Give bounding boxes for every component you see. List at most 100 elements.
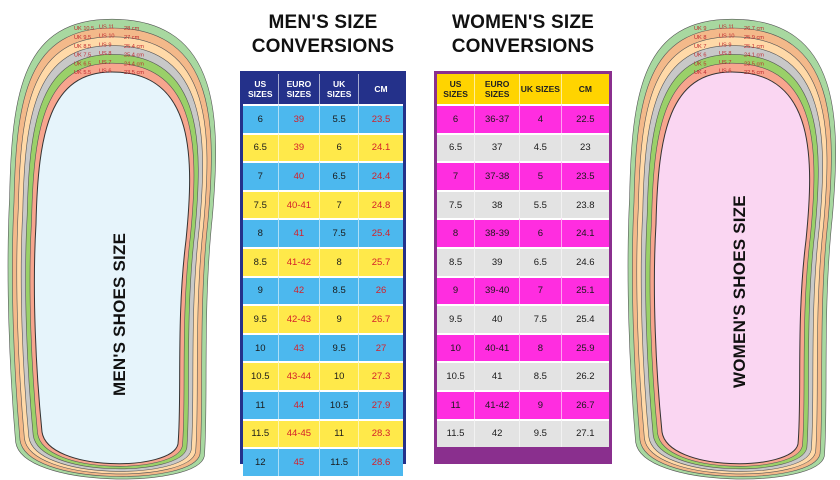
men-table-row: 11 44 10.5 27.9 [243,389,403,419]
women-table-row: 9.5 40 7.5 25.4 [437,304,609,333]
women-table-row: 8 38-39 6 24.1 [437,218,609,247]
outline-size-label: 25.9 cm [744,35,764,41]
women-table-cell: 36-37 [475,104,521,133]
women-table-cell: 8 [520,332,562,362]
men-table-cell: 41-42 [278,246,321,276]
outline-size-label: 22.5 cm [744,70,764,76]
women-table-row: 10 40-41 8 25.9 [437,332,609,362]
women-table-row: 10.5 41 8.5 26.2 [437,361,609,390]
men-table-row: 8 41 7.5 25.4 [243,218,403,247]
men-table-cell: 7 [320,189,359,219]
outline-size-label: UK 6.5 [74,61,91,67]
men-table-row: 10 43 9.5 27 [243,332,403,362]
women-table-cell: 10 [437,332,476,362]
women-table-cell: 27.1 [561,418,609,448]
women-table-cell: 38-39 [475,218,521,247]
outline-size-label: 28 cm [124,26,140,32]
outline-size-label: US 10 [99,34,115,40]
women-table-cell: 4.5 [520,132,562,162]
outline-size-label: UK 7 [694,44,706,50]
women-table-cell: 26.2 [561,361,609,390]
men-table-cell: 43-44 [278,361,321,390]
men-table-cell: 10 [243,332,279,362]
women-table-cell: 10.5 [437,361,476,390]
men-table-cell: 26 [359,275,403,305]
men-table-cell: 9.5 [320,332,359,362]
men-table-cell: 11 [320,418,359,448]
women-table-cell: 6 [520,218,562,247]
men-table-cell: 25.4 [359,218,403,247]
women-table-cell: 23.8 [561,189,609,219]
men-table-cell: 28.3 [359,418,403,448]
women-heading: WOMEN'S SIZE CONVERSIONS [424,11,622,59]
men-table-cell: 6.5 [320,161,359,190]
women-table-cell: 6 [437,104,476,133]
men-table-row: 6 39 5.5 23.5 [243,104,403,133]
men-table-cell: 11 [243,389,279,419]
women-table-cell: 25.9 [561,332,609,362]
men-table-cell: 12 [243,447,279,476]
men-table-cell: 39 [278,104,321,133]
outline-size-label: 25.4 cm [124,53,144,59]
outline-size-label: UK 5 [694,61,706,67]
outline-size-label: US 11 [99,25,114,31]
men-table-row: 7.5 40-41 7 24.8 [243,189,403,219]
men-table-cell: 26.7 [359,304,403,333]
outline-size-label: US 8 [99,51,111,57]
men-table-cell: 7.5 [320,218,359,247]
men-table-cell: 11.5 [243,418,279,448]
women-col-uk: UK SIZES [520,74,562,104]
outline-size-label: UK 7.5 [74,53,91,59]
men-table-cell: 9 [243,275,279,305]
men-table-row: 9 42 8.5 26 [243,275,403,305]
outline-size-label: UK 5.5 [74,70,91,76]
women-table-header-row: US SIZES EURO SIZES UK SIZES CM [437,74,609,104]
men-table-row: 9.5 42-43 9 26.7 [243,304,403,333]
men-table-cell: 7.5 [243,189,279,219]
men-col-uk: UK SIZES [320,74,359,104]
women-table-cell: 5.5 [520,189,562,219]
women-table-cell: 9 [437,275,476,305]
outline-size-label: 24.1 cm [744,53,764,59]
insole-inner [653,71,811,465]
outline-size-label: UK 8 [694,35,706,41]
women-table-cell: 39 [475,246,521,276]
women-table-cell: 42 [475,418,521,448]
women-table-cell: 8.5 [520,361,562,390]
women-table-cell: 9.5 [520,418,562,448]
men-table-cell: 27 [359,332,403,362]
men-col-cm: CM [359,74,403,104]
women-col-euro: EURO SIZES [475,74,521,104]
women-table-cell: 25.1 [561,275,609,305]
men-table-cell: 6 [243,104,279,133]
men-insole-graphic: UK 10.5 US 11 28 cm UK 9.5 US 10 27 cm UK 8.5 U… [7,18,216,480]
women-table-row: 8.5 39 6.5 24.6 [437,246,609,276]
women-insole-graphic: UK 9 US 11 26.7 cm UK 8 US 10 25.9 cm UK 7 US 9… [627,18,836,480]
men-table-cell: 7 [243,161,279,190]
women-table-cell: 23 [561,132,609,162]
men-heading-line2: CONVERSIONS [251,36,395,57]
outline-size-label: UK 6 [694,53,706,59]
men-table-cell: 24.4 [359,161,403,190]
men-table-cell: 6 [320,132,359,162]
men-table-cell: 42-43 [278,304,321,333]
men-table-row: 8.5 41-42 8 25.7 [243,246,403,276]
outline-size-label: US 6 [719,69,731,75]
men-table-cell: 25.7 [359,246,403,276]
men-table-cell: 44 [278,389,321,419]
women-table-row: 7.5 38 5.5 23.8 [437,189,609,219]
men-table-cell: 9.5 [243,304,279,333]
outline-size-label: UK 4 [694,70,706,76]
women-table-cell: 24.1 [561,218,609,247]
women-table-cell: 38 [475,189,521,219]
men-insole-label: MEN'S SHOES SIZE [110,232,129,396]
outline-size-label: US 7 [719,60,731,66]
men-table-cell: 27.3 [359,361,403,390]
women-table-cell: 37 [475,132,521,162]
outline-size-label: 23.5 cm [744,61,764,67]
women-table-row: 7 37-38 5 23.5 [437,161,609,190]
outline-size-label: US 9 [719,42,731,48]
women-table-cell: 24.6 [561,246,609,276]
insole-inner [33,71,191,465]
women-col-cm: CM [561,74,609,104]
